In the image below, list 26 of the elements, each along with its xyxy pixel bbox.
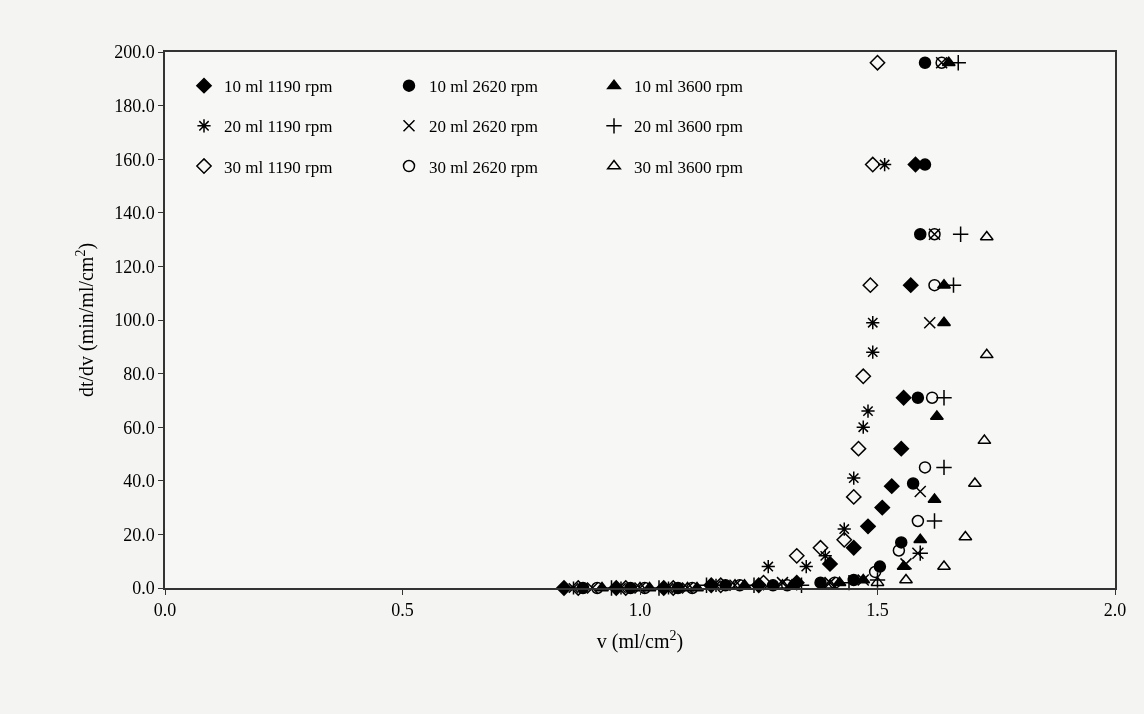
x-tick-label: 0.0 [153, 600, 177, 621]
x-tick-label: 1.0 [628, 600, 652, 621]
legend-label: 10 ml 1190 rpm [224, 77, 333, 97]
y-tick-label: 160.0 [114, 149, 155, 170]
x-tick-label: 2.0 [1103, 600, 1127, 621]
y-tick-label: 20.0 [123, 524, 155, 545]
x-axis-title: v (ml/cm$^{2}$) [596, 627, 684, 654]
y-tick-label: 200.0 [114, 42, 155, 63]
y-tick-label: 40.0 [123, 471, 155, 492]
legend-label: 30 ml 2620 rpm [429, 157, 539, 177]
legend-label: 10 ml 3600 rpm [634, 77, 744, 97]
y-tick-label: 180.0 [114, 95, 155, 116]
legend-label: 30 ml 1190 rpm [224, 157, 333, 177]
x-tick-label: 1.5 [866, 600, 889, 621]
legend-label: 20 ml 2620 rpm [429, 117, 539, 137]
x-tick-label: 0.5 [391, 600, 414, 621]
legend-label: 30 ml 3600 rpm [634, 157, 744, 177]
y-tick-label: 60.0 [123, 417, 155, 438]
y-tick-label: 140.0 [114, 203, 155, 224]
y-tick-label: 80.0 [123, 363, 155, 384]
legend-label: 20 ml 1190 rpm [224, 117, 333, 137]
y-tick-label: 0.0 [132, 578, 155, 599]
y-tick-label: 100.0 [114, 310, 155, 331]
y-tick-label: 120.0 [114, 256, 155, 277]
legend-label: 10 ml 2620 rpm [429, 77, 539, 97]
legend-label: 20 ml 3600 rpm [634, 117, 744, 137]
